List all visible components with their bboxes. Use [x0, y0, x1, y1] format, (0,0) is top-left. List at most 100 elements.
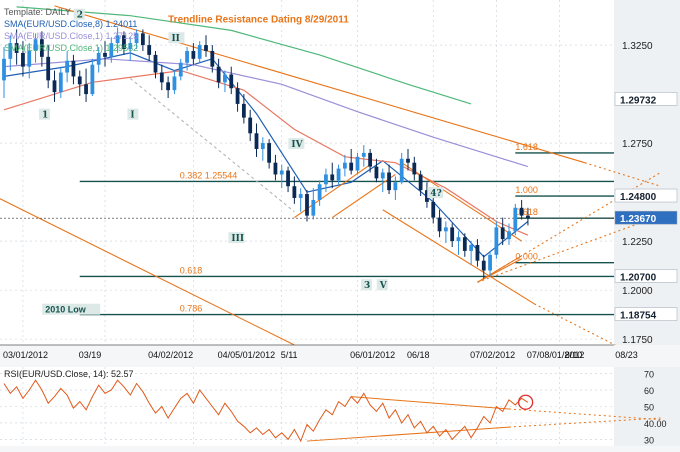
candle-body [248, 117, 253, 134]
candle-body [374, 166, 379, 179]
price-tick-label: 1.1750 [622, 335, 653, 346]
trendline-channel-lower [382, 209, 535, 305]
candle-body [342, 162, 347, 169]
fib-level-label: 0.382 1.25544 [180, 170, 238, 180]
candle-body [481, 260, 486, 271]
trendline-channel-lower-ext [534, 303, 623, 350]
fib-level-label: 0.618 [180, 265, 203, 275]
fib-level-label: 0.000 [515, 252, 538, 262]
candle-body [279, 170, 284, 175]
moving-average-line [16, 6, 472, 105]
fib-level-label: 1.618 [515, 142, 538, 152]
candle-body [311, 199, 316, 216]
candle-body [513, 207, 518, 232]
wave-label: 1 [42, 111, 48, 121]
candle-body [488, 254, 492, 271]
sma-legend-3: SMA(EUR/USD.Close,1) 1.29532 [4, 42, 138, 54]
wave-label-box [360, 279, 372, 291]
x-tick-label: 04/05/01/2012 [218, 350, 276, 360]
candle-body [216, 66, 221, 83]
candle-body [450, 227, 455, 242]
x-tick-label: 08/23 [615, 350, 638, 360]
rsi-trendline [508, 408, 661, 421]
candle-body [355, 156, 360, 171]
x-tick-label: 06/18 [407, 350, 430, 360]
candle-body [235, 88, 240, 104]
candle-body [39, 39, 44, 57]
candle-body [380, 172, 385, 179]
rsi-tick-label: 70 [644, 370, 654, 380]
wave-label-box [168, 32, 185, 44]
candle-body [254, 133, 259, 149]
moving-average-line [3, 69, 529, 236]
price-label-box [614, 92, 678, 106]
wave-label: V [379, 281, 388, 291]
wave-label-box [288, 138, 305, 150]
candle-body [425, 190, 429, 202]
candle-body [286, 170, 290, 187]
candle-body [58, 72, 63, 93]
candle-body [140, 33, 145, 46]
sma-legend-3-name: SMA(EUR/USD.Close,1) [4, 43, 104, 53]
candle-body [494, 227, 499, 255]
candle-body [330, 174, 335, 181]
x-tick-label: 04/02/2012 [148, 350, 193, 360]
x-tick-label: 07/02/2012 [470, 350, 515, 360]
wave-label: IV [291, 140, 303, 150]
price-label-box [614, 307, 678, 321]
wave-label-box [376, 279, 388, 291]
candle-body [153, 54, 158, 73]
sma-legend-1-value: 1.24011 [105, 19, 138, 29]
sma-legend-2-name: SMA(EUR/USD.Close,1) [4, 31, 104, 41]
candle-body [2, 58, 6, 81]
price-label-text: 1.29732 [620, 95, 657, 106]
sma-legend-3-value: 1.29532 [105, 43, 139, 53]
rsi-tick-label: 30 [644, 435, 654, 445]
fib-level-label: 0.618 [515, 207, 538, 217]
price-axis-area [614, 0, 680, 345]
rsi-tick-label: 60 [644, 386, 654, 396]
annotation-box [42, 303, 101, 315]
candle-body [462, 237, 467, 251]
candle-body [8, 43, 13, 59]
wave-label: 2 [77, 11, 83, 21]
sma-legend-2-value: 1.27125 [105, 31, 139, 41]
candle-body [361, 152, 366, 157]
candle-body [368, 152, 373, 167]
price-tick-label: 1.2250 [622, 237, 653, 248]
fib-level-label: 0.786 [180, 304, 203, 314]
candle-body [46, 56, 51, 81]
rsi-highlight-circle [517, 394, 534, 410]
rsi-title: RSI(EUR/USD.Close, 14): 52.57 [4, 369, 134, 379]
price-label-box [614, 210, 678, 225]
price-tick-label: 1.2000 [622, 286, 653, 297]
rsi-trendline [351, 396, 510, 410]
price-chart: 1.3250 1.2750 1.2250 1.2000 1.1750 0.382 1.25… [0, 0, 680, 365]
price-label-text: 1.18754 [620, 311, 657, 322]
candle-body [500, 227, 505, 240]
candle-body [159, 72, 164, 83]
candle-body [229, 74, 234, 89]
candle-body [27, 50, 32, 67]
price-label-text: 1.24800 [620, 192, 657, 203]
template-label: Template: DAILY [4, 7, 71, 17]
candle-body [317, 184, 322, 200]
wave-label: I [130, 111, 134, 121]
moving-average-line [3, 58, 529, 168]
wave-label-box [127, 108, 139, 120]
rsi-trendline [508, 417, 661, 428]
candle-body [399, 158, 404, 183]
candle-body [336, 168, 341, 181]
rsi-axis-area [614, 367, 680, 446]
x-tick-label: 03/19 [79, 350, 102, 360]
x-axis-strip [0, 345, 680, 365]
candle-body [267, 143, 272, 163]
x-tick-label: 8/10 [565, 350, 583, 360]
candle-body [115, 35, 120, 44]
rsi-trendline [306, 426, 510, 442]
price-label-box [614, 188, 678, 203]
candle-body [412, 162, 417, 175]
sma-legend-1-name: SMA(EUR/USD.Close,8) [4, 19, 104, 29]
wave-label-box [73, 8, 85, 20]
